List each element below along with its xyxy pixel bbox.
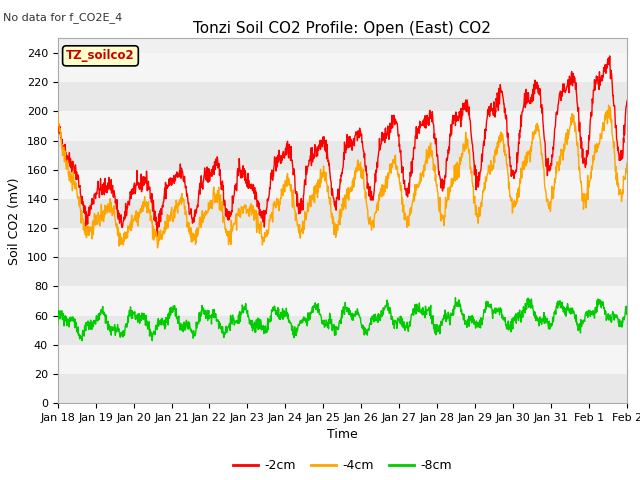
Bar — [58, 82, 627, 111]
Bar — [58, 228, 627, 257]
X-axis label: Time: Time — [327, 429, 358, 442]
Bar — [58, 374, 627, 403]
Bar — [58, 111, 627, 141]
Bar — [58, 170, 627, 199]
Legend: -2cm, -4cm, -8cm: -2cm, -4cm, -8cm — [228, 454, 456, 477]
Text: TZ_soilco2: TZ_soilco2 — [66, 49, 135, 62]
Bar — [58, 53, 627, 82]
Bar — [58, 141, 627, 170]
Bar — [58, 345, 627, 374]
Bar — [58, 257, 627, 287]
Bar — [58, 316, 627, 345]
Text: No data for f_CO2E_4: No data for f_CO2E_4 — [3, 12, 122, 23]
Bar — [58, 199, 627, 228]
Bar — [58, 287, 627, 316]
Y-axis label: Soil CO2 (mV): Soil CO2 (mV) — [8, 177, 21, 264]
Title: Tonzi Soil CO2 Profile: Open (East) CO2: Tonzi Soil CO2 Profile: Open (East) CO2 — [193, 21, 492, 36]
